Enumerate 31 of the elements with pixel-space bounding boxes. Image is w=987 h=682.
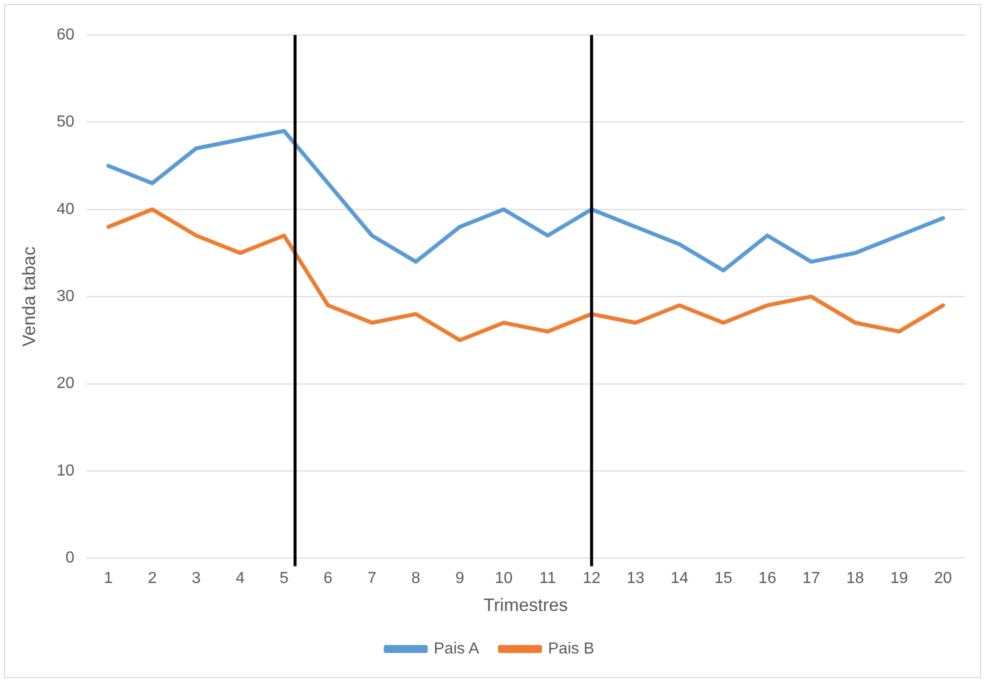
y-tick-label: 0 [65, 550, 74, 567]
x-tick-label: 6 [324, 570, 333, 588]
x-tick-label: 13 [626, 570, 645, 588]
y-axis-title: Venda tabac [18, 246, 39, 347]
y-tick-label: 60 [56, 26, 74, 44]
y-tick-label: 10 [56, 462, 74, 480]
x-tick-label: 18 [846, 570, 864, 588]
x-tick-label: 2 [148, 570, 157, 588]
x-tick-label: 3 [192, 570, 201, 588]
y-tick-label: 30 [56, 288, 74, 306]
x-tick-label: 10 [494, 570, 513, 588]
legend-label: Pais B [548, 640, 594, 658]
x-tick-label: 17 [802, 570, 820, 588]
x-tick-label: 14 [670, 570, 688, 588]
x-tick-label: 11 [539, 570, 556, 588]
legend-label: Pais A [434, 640, 480, 658]
x-tick-label: 4 [236, 570, 245, 588]
y-tick-label: 40 [56, 200, 74, 218]
x-tick-label: 15 [714, 570, 732, 588]
x-tick-label: 7 [367, 570, 376, 588]
y-tick-label: 20 [56, 375, 74, 392]
x-tick-label: 19 [890, 570, 908, 588]
x-tick-label: 1 [104, 570, 113, 588]
x-tick-label: 12 [582, 570, 601, 588]
x-tick-label: 16 [758, 570, 776, 588]
x-axis-title: Trimestres [484, 595, 568, 616]
x-tick-label: 20 [934, 570, 952, 588]
x-tick-label: 8 [411, 570, 420, 588]
x-tick-label: 5 [280, 570, 289, 588]
y-tick-label: 50 [56, 114, 74, 131]
x-tick-label: 9 [455, 570, 464, 588]
